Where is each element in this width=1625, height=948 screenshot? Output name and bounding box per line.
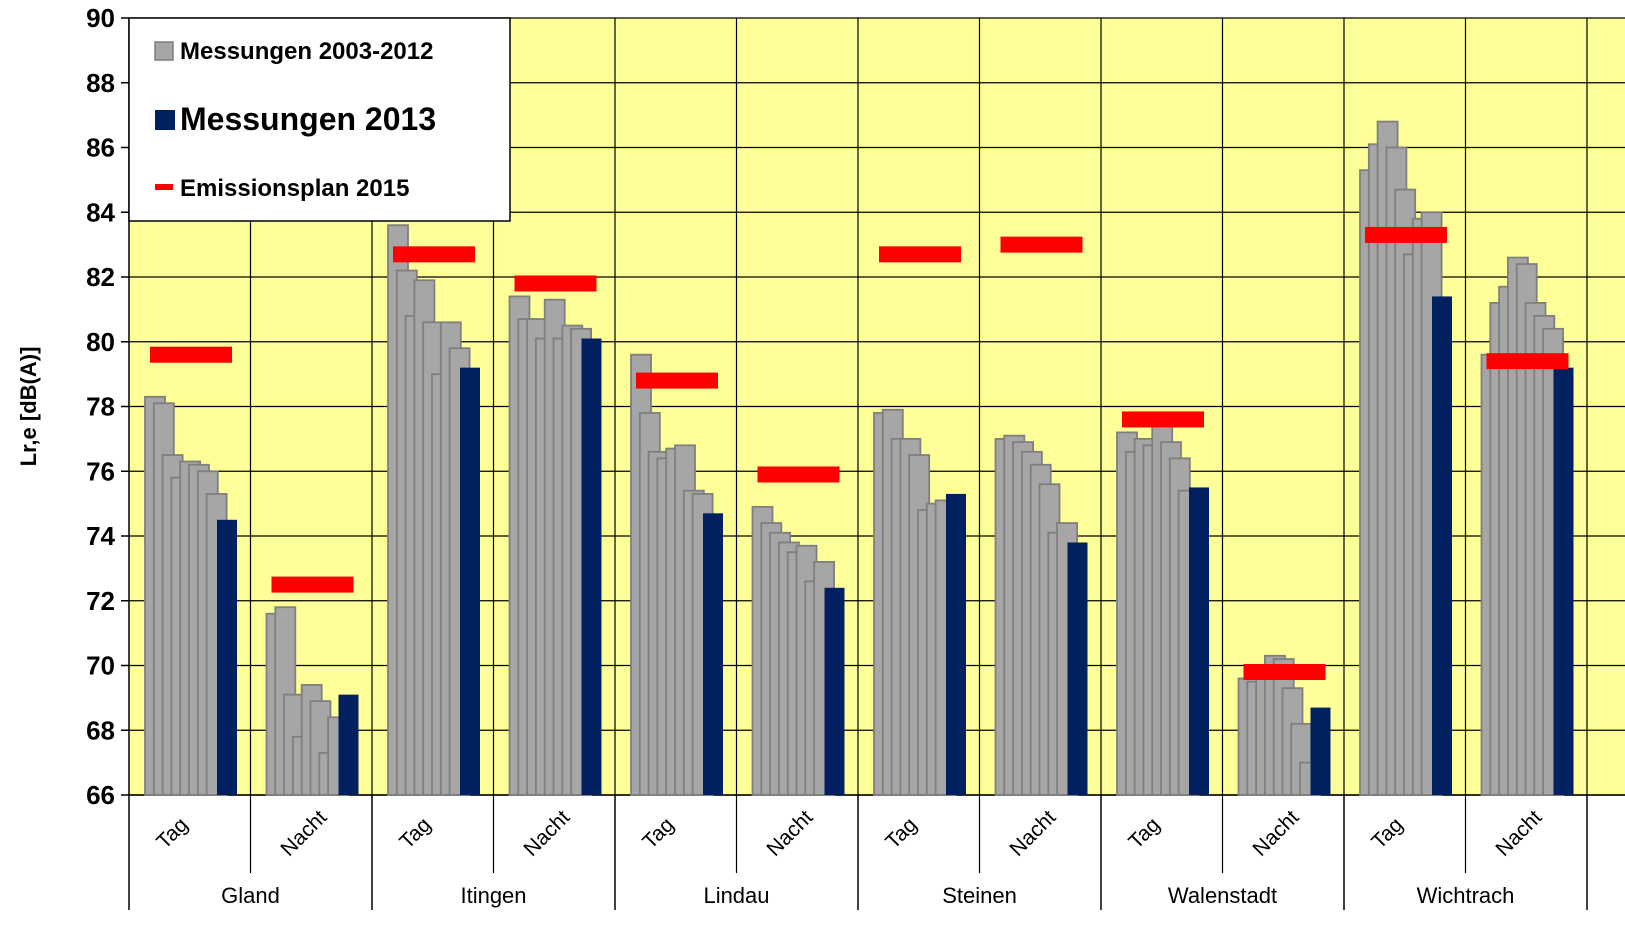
sub-category-label: Nacht: [1248, 806, 1303, 861]
bar-current: [1310, 707, 1331, 795]
legend: Messungen 2003-2012 Messungen 2013 Emissio…: [128, 17, 511, 222]
sub-category-label: Nacht: [276, 806, 331, 861]
sub-category-label: Tag: [152, 813, 192, 853]
group-label: Walenstadt: [1168, 883, 1277, 908]
legend-swatch-plan: [155, 184, 173, 190]
sub-category-label: Nacht: [1005, 806, 1060, 861]
legend-label-current: Messungen 2013: [180, 101, 436, 137]
plan-marker: [1365, 226, 1447, 243]
legend-swatch-current: [155, 110, 175, 130]
plan-marker: [271, 576, 354, 593]
plan-marker: [1243, 663, 1326, 680]
y-tick-label: 82: [86, 262, 115, 292]
bar-current: [217, 519, 237, 795]
plan-marker: [879, 246, 961, 263]
bar-current: [1432, 296, 1452, 795]
plan-marker: [1486, 353, 1569, 370]
bar-current: [460, 367, 480, 795]
plan-marker: [514, 275, 597, 292]
plan-marker: [1000, 236, 1083, 253]
y-tick-label: 80: [86, 327, 115, 357]
sub-category-label: Tag: [1124, 813, 1164, 853]
bar-current: [946, 493, 966, 795]
group-label: Lindau: [703, 883, 769, 908]
legend-label-plan: Emissionsplan 2015: [180, 175, 409, 202]
y-tick-label: 86: [86, 133, 115, 163]
bar-current: [1189, 487, 1209, 795]
legend-label-historical: Messungen 2003-2012: [180, 38, 433, 65]
sub-category-label: Tag: [881, 813, 921, 853]
bar-current: [581, 338, 602, 795]
bar-current: [824, 587, 845, 795]
y-tick-label: 68: [86, 715, 115, 745]
sub-category-label: Nacht: [1491, 806, 1546, 861]
chart-marks: [144, 120, 1574, 796]
y-tick-label: 76: [86, 456, 115, 486]
y-tick-label: 72: [86, 586, 115, 616]
group-label: Itingen: [460, 883, 526, 908]
y-tick-label: 78: [86, 392, 115, 422]
group-label: Wichtrach: [1417, 883, 1515, 908]
plan-marker: [757, 466, 840, 483]
sub-category-label: Tag: [638, 813, 678, 853]
bar-current: [1553, 367, 1574, 795]
bar-current: [703, 513, 723, 795]
legend-box: [128, 17, 511, 222]
y-tick-label: 84: [86, 197, 115, 227]
sub-category-label: Nacht: [519, 806, 574, 861]
legend-swatch-historical: [154, 41, 174, 61]
plan-marker: [636, 372, 718, 389]
group-label: Gland: [221, 883, 280, 908]
sub-category-label: Tag: [1367, 813, 1407, 853]
y-tick-label: 88: [86, 68, 115, 98]
plan-marker: [393, 246, 475, 263]
y-tick-label: 90: [86, 3, 115, 33]
y-axis-label: Lr,e [dB(A)]: [16, 347, 41, 467]
y-tick-label: 66: [86, 780, 115, 810]
y-tick-label: 74: [86, 521, 115, 551]
bar-current: [338, 694, 359, 795]
sub-category-label: Nacht: [762, 806, 817, 861]
group-label: Steinen: [942, 883, 1017, 908]
y-tick-label: 70: [86, 651, 115, 681]
sub-category-label: Tag: [395, 813, 435, 853]
bar-current: [1067, 542, 1088, 795]
plan-marker: [1122, 411, 1204, 428]
plan-marker: [150, 346, 232, 363]
